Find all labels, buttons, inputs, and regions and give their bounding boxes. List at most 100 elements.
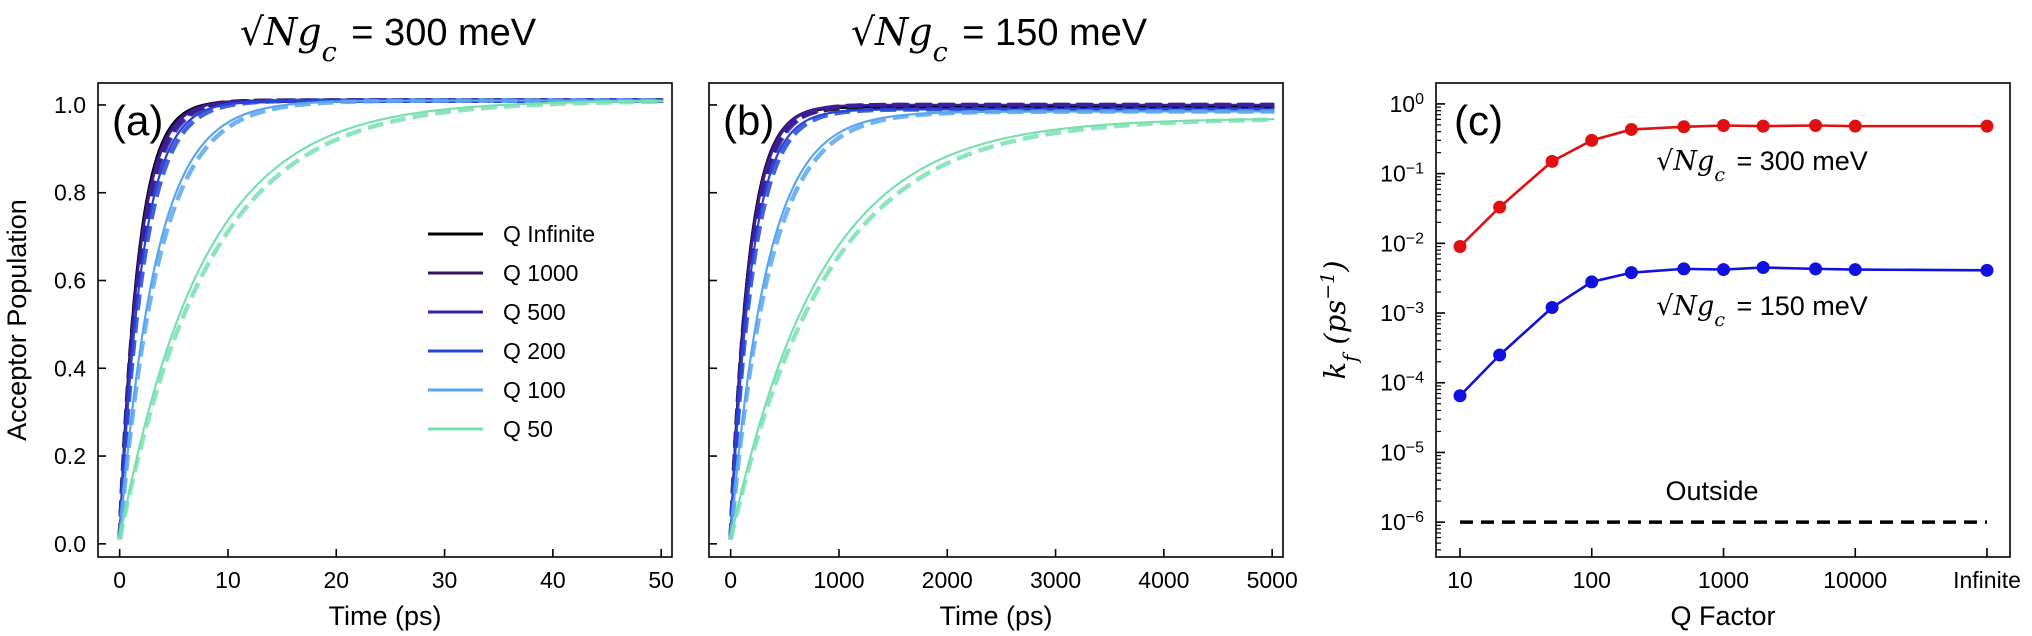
- x-axis-label-2: Q Factor: [1670, 601, 1775, 631]
- y-tick-label-2-6: 10−6: [1380, 509, 1424, 536]
- series-dashed-1-4: [728, 109, 1275, 540]
- y-tick-label-2-2: 10−2: [1380, 230, 1424, 257]
- y-tick-label-2-1: 10−1: [1380, 160, 1424, 187]
- legend-label-3: Q 200: [503, 338, 566, 364]
- series-line-1-5: [729, 118, 1275, 540]
- data-point-c-0-8: [1809, 119, 1823, 133]
- panel-label-2: (c): [1454, 97, 1503, 144]
- data-point-c-1-3: [1585, 275, 1599, 289]
- series-line-0-2: [118, 99, 664, 540]
- series-dashed-1-2: [728, 102, 1275, 540]
- series-line-0-1: [118, 99, 664, 540]
- data-point-c-0-5: [1677, 120, 1691, 134]
- x-tick-label-0-0: 0: [113, 567, 126, 593]
- series-line-0-4: [118, 99, 664, 540]
- series-dashed-1-1: [728, 102, 1275, 540]
- series-line-0-0: [118, 99, 664, 540]
- data-point-c-0-6: [1717, 119, 1730, 133]
- axes-frame-1: [708, 82, 1284, 558]
- data-point-c-1-1: [1493, 348, 1507, 362]
- y-axis-label-2: kf(ps−1): [1317, 260, 1362, 379]
- series-dashed-1-5: [728, 117, 1275, 540]
- series-dashed-1-3: [728, 107, 1275, 540]
- data-point-c-1-2: [1545, 301, 1559, 315]
- y-tick-label-0-3: 0.6: [54, 268, 86, 294]
- series-dashed-1-0: [728, 104, 1275, 540]
- panel-0: 0 10 20 30 40 50 0.0 0.2 0.4 0.6 0.8 1.0 Time (ps) Ac…: [2, 82, 674, 631]
- x-tick-label-2-0: 10: [1447, 567, 1473, 593]
- data-point-c-0-7: [1756, 119, 1770, 133]
- series-line-0-5: [118, 100, 664, 540]
- data-point-c-1-7: [1756, 260, 1770, 274]
- y-tick-label-0-0: 0.0: [54, 531, 86, 557]
- x-tick-label-2-2: 1000: [1698, 567, 1749, 593]
- legend-label-1: Q 1000: [503, 260, 578, 286]
- data-point-c-0-9: [1848, 119, 1862, 133]
- x-tick-label-1-4: 4000: [1138, 567, 1189, 593]
- data-point-c-0-2: [1545, 154, 1559, 168]
- x-tick-label-1-2: 2000: [922, 567, 973, 593]
- x-tick-label-1-0: 0: [724, 567, 737, 593]
- data-point-c-0-10: [1980, 119, 1994, 133]
- series-label-300: √Ngc = 300 meV: [1656, 146, 1868, 186]
- axes-frame-0: [97, 82, 673, 558]
- x-axis-label-0: Time (ps): [329, 601, 442, 631]
- data-point-c-0-1: [1493, 200, 1507, 214]
- series-dashed-0-2: [117, 98, 664, 540]
- x-tick-label-2-4: Infinite: [1953, 567, 2021, 593]
- data-point-c-1-10: [1980, 263, 1994, 277]
- series-line-c-1: [1459, 266, 1988, 397]
- series-line-0-3: [118, 99, 664, 540]
- y-tick-label-2-0: 100: [1390, 90, 1425, 117]
- data-point-c-1-9: [1848, 263, 1862, 277]
- x-axis-label-1: Time (ps): [940, 601, 1053, 631]
- legend-label-4: Q 100: [503, 377, 566, 403]
- series-line-1-1: [729, 103, 1275, 540]
- x-tick-label-0-2: 20: [323, 567, 349, 593]
- data-point-c-1-4: [1624, 266, 1638, 280]
- x-tick-label-0-3: 30: [432, 567, 458, 593]
- series-line-1-4: [729, 110, 1275, 540]
- series-line-1-3: [729, 108, 1275, 540]
- series-dashed-0-0: [117, 98, 664, 540]
- data-point-c-1-5: [1677, 262, 1691, 276]
- series-dashed-0-5: [117, 99, 664, 540]
- x-tick-label-2-3: 10000: [1823, 567, 1887, 593]
- panel-title-0: √Ngc = 300 meV: [240, 10, 537, 68]
- panel-2: 100 10−1 10−2 10−3 10−4 10−5 10−6 10 100 1000 1000…: [1317, 82, 2021, 631]
- series-label-150: √Ngc = 150 meV: [1656, 291, 1868, 331]
- x-tick-label-0-5: 50: [648, 567, 674, 593]
- legend: Q Infinite Q 1000 Q 500 Q 200 Q 100 Q 50: [428, 221, 595, 442]
- series-dashed-0-3: [117, 98, 664, 540]
- x-tick-label-1-3: 3000: [1030, 567, 1081, 593]
- data-point-c-1-8: [1809, 262, 1823, 276]
- data-point-c-0-0: [1453, 240, 1467, 254]
- data-point-c-1-6: [1717, 263, 1730, 277]
- panel-label-1: (b): [723, 97, 774, 144]
- legend-label-2: Q 500: [503, 299, 566, 325]
- panel-title-1: √Ngc = 150 meV: [851, 10, 1148, 68]
- y-tick-label-2-3: 10−3: [1380, 300, 1424, 327]
- series-dashed-0-4: [117, 98, 664, 540]
- legend-label-5: Q 50: [503, 416, 553, 442]
- x-tick-label-1-5: 5000: [1247, 567, 1298, 593]
- series-dashed-0-1: [117, 98, 664, 540]
- series-line-1-0: [729, 106, 1275, 540]
- data-point-c-0-4: [1624, 122, 1638, 136]
- legend-label-0: Q Infinite: [503, 221, 595, 247]
- x-tick-label-2-1: 100: [1573, 567, 1611, 593]
- outside-label: Outside: [1665, 476, 1758, 506]
- x-tick-label-0-1: 10: [215, 567, 241, 593]
- panel-1: 0 1000 2000 3000 4000 5000 Time (ps) (b): [708, 82, 1298, 631]
- data-point-c-1-0: [1453, 389, 1467, 403]
- y-tick-label-2-5: 10−5: [1380, 439, 1424, 466]
- y-tick-label-0-2: 0.4: [54, 355, 86, 381]
- y-axis-label-0: Acceptor Population: [2, 199, 32, 441]
- y-tick-label-0-5: 1.0: [54, 92, 86, 118]
- data-point-c-0-3: [1585, 133, 1599, 147]
- y-tick-label-2-4: 10−4: [1380, 369, 1424, 396]
- series-line-c-0: [1459, 124, 1987, 248]
- y-tick-label-0-4: 0.8: [54, 180, 86, 206]
- x-tick-label-1-1: 1000: [813, 567, 864, 593]
